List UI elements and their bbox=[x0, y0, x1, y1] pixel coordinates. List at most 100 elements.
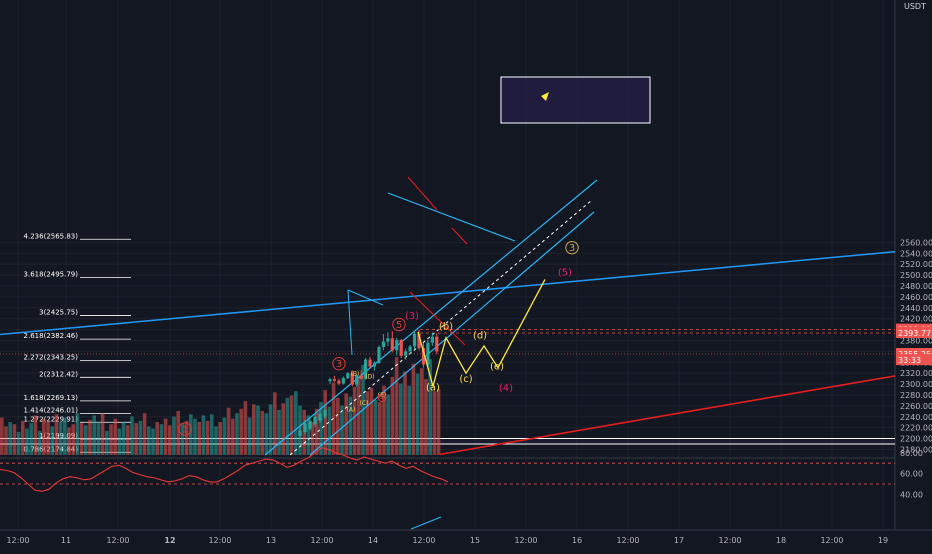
wave-label: (A) bbox=[347, 406, 356, 413]
fib-level-label: 3(2425.75) bbox=[39, 309, 78, 317]
volume-bar bbox=[373, 400, 378, 455]
volume-bar bbox=[8, 422, 12, 455]
volume-bar bbox=[264, 413, 269, 455]
volume-bar bbox=[390, 376, 395, 455]
volume-bar bbox=[16, 431, 21, 455]
volume-bar bbox=[121, 422, 126, 455]
candle-body bbox=[328, 379, 332, 382]
wave-label: (3) bbox=[405, 311, 419, 322]
rsi-line bbox=[0, 446, 449, 492]
ascending-channel bbox=[264, 179, 598, 456]
rsi-tick-label: 60.00 bbox=[900, 470, 923, 479]
volume-bar bbox=[189, 414, 193, 455]
time-tick-label: 16 bbox=[572, 536, 582, 545]
volume-bar bbox=[42, 418, 46, 455]
time-tick-label: 17 bbox=[674, 536, 684, 545]
volume-bar bbox=[96, 422, 101, 455]
volume-bar bbox=[340, 405, 344, 455]
red-trendline bbox=[439, 375, 896, 456]
wave-label: 3 bbox=[336, 359, 342, 370]
volume-bar bbox=[277, 409, 281, 455]
volume-bar bbox=[352, 386, 357, 455]
volume-bar bbox=[193, 418, 197, 455]
wave-label-circle bbox=[332, 356, 346, 371]
candle-body bbox=[298, 430, 302, 436]
volume-bar bbox=[407, 385, 411, 455]
time-tick-label: 15 bbox=[470, 536, 480, 545]
marker-line bbox=[451, 227, 468, 245]
rsi-indicator: 80.00 60.00 40.00 bbox=[0, 446, 923, 530]
volume-bar bbox=[382, 385, 386, 455]
time-axis: 12:00 11 12:00 12 12:00 13 12:00 14 12:00 15 12:00… bbox=[6, 536, 888, 545]
volume-bar bbox=[306, 415, 311, 455]
volume-bar bbox=[134, 423, 138, 455]
time-tick-label: 12 bbox=[164, 536, 175, 545]
price-tick-label: 2320.00 bbox=[900, 369, 932, 378]
volume-bar bbox=[4, 426, 8, 455]
volume-bar bbox=[386, 394, 390, 455]
volume-bar bbox=[436, 389, 441, 455]
volume-bar bbox=[176, 411, 180, 455]
price-badge bbox=[896, 347, 932, 359]
volume-bar bbox=[256, 405, 260, 455]
candle-body bbox=[412, 333, 417, 347]
volume-bar bbox=[50, 426, 54, 455]
volume-bar bbox=[424, 379, 428, 455]
volume-bar bbox=[365, 391, 369, 455]
volume-bar bbox=[403, 371, 407, 455]
candle-body bbox=[368, 359, 372, 367]
wave-label: (c) bbox=[459, 374, 472, 385]
volume-bar bbox=[37, 430, 42, 455]
volume-bar bbox=[319, 402, 323, 455]
wave-label: (a) bbox=[426, 383, 440, 394]
candle-body bbox=[364, 359, 368, 379]
candle-body bbox=[323, 409, 327, 417]
volume-bar bbox=[432, 391, 437, 455]
candle-body bbox=[359, 375, 363, 379]
candle-body bbox=[417, 333, 421, 349]
volume-bar bbox=[378, 402, 382, 455]
volume-bar bbox=[105, 430, 109, 455]
volume-bar bbox=[210, 414, 214, 455]
wave-label: (C) bbox=[360, 400, 369, 407]
candle-body bbox=[377, 347, 381, 363]
triangle-upper-line bbox=[387, 192, 516, 242]
candle-body bbox=[303, 423, 307, 433]
price-tick-label: 2380.00 bbox=[900, 336, 932, 345]
time-tick-label: 12:00 bbox=[106, 536, 129, 545]
channel-upper-line bbox=[264, 179, 598, 456]
volume-bar bbox=[84, 425, 88, 455]
volume-bar bbox=[222, 417, 227, 455]
target-zone-box bbox=[500, 76, 651, 124]
volume-bar bbox=[46, 422, 50, 455]
volume-bar bbox=[420, 368, 424, 455]
volume-bar bbox=[168, 425, 172, 455]
candle-body bbox=[404, 351, 408, 356]
time-tick-label: 12:00 bbox=[718, 536, 741, 545]
candle-body bbox=[313, 416, 317, 425]
volume-bar bbox=[281, 403, 285, 455]
price-badge bbox=[896, 354, 932, 366]
wave-label-circle bbox=[377, 393, 387, 402]
rsi-tick-label: 40.00 bbox=[900, 490, 923, 499]
horizontal-range-box bbox=[0, 438, 895, 445]
candle-body bbox=[355, 375, 359, 385]
wave-label: 1 bbox=[182, 425, 188, 436]
time-tick-label: 12:00 bbox=[310, 536, 333, 545]
time-tick-label: 14 bbox=[368, 536, 378, 545]
candle-body bbox=[372, 362, 377, 367]
volume-bar bbox=[12, 424, 17, 455]
candle-body bbox=[399, 339, 403, 356]
marker-line bbox=[407, 176, 438, 211]
volume-bar bbox=[21, 420, 25, 455]
time-tick-label: 11 bbox=[61, 536, 71, 545]
volume-bars bbox=[0, 357, 441, 455]
volume-bar bbox=[357, 376, 361, 455]
volume-bar bbox=[252, 404, 256, 455]
price-tick-label: 2260.00 bbox=[900, 402, 932, 411]
volume-bar bbox=[239, 408, 243, 455]
volume-bar bbox=[369, 387, 374, 455]
volume-bar bbox=[184, 420, 189, 455]
